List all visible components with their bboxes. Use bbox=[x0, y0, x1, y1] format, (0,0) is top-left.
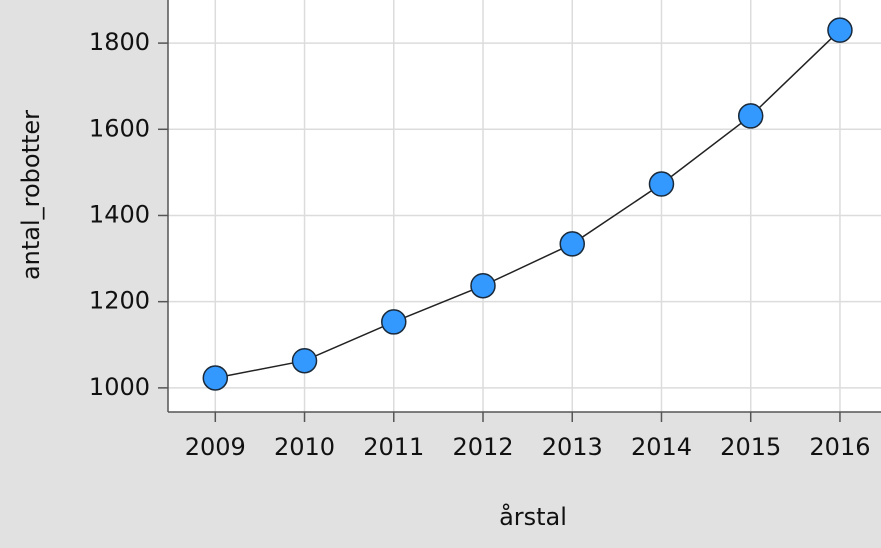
x-tick-label: 2016 bbox=[809, 433, 870, 461]
data-point bbox=[202, 365, 229, 391]
x-tick-label: 2014 bbox=[631, 433, 692, 461]
x-tick-label: 2009 bbox=[185, 433, 246, 461]
y-tick-label: 1400 bbox=[89, 200, 150, 228]
data-point bbox=[648, 171, 675, 197]
data-point bbox=[381, 309, 407, 335]
data-point bbox=[737, 103, 764, 129]
x-tick-label: 2013 bbox=[542, 433, 603, 461]
x-tick-label: 2010 bbox=[274, 433, 335, 461]
data-point bbox=[559, 231, 585, 257]
x-tick-label: 2015 bbox=[720, 433, 781, 461]
data-point bbox=[291, 347, 318, 374]
plot-area bbox=[168, 0, 881, 412]
y-axis-label: antal_robotter bbox=[17, 110, 45, 280]
series-line bbox=[215, 29, 841, 379]
y-tick-label: 1200 bbox=[89, 287, 150, 315]
y-tick-label: 1600 bbox=[89, 114, 150, 142]
x-axis-label: årstal bbox=[499, 502, 567, 531]
x-tick-label: 2011 bbox=[363, 433, 424, 461]
x-tick-label: 2012 bbox=[452, 433, 513, 461]
y-tick-label: 1800 bbox=[89, 28, 150, 56]
y-tick-label: 1000 bbox=[89, 373, 150, 401]
data-point bbox=[827, 17, 853, 43]
data-point bbox=[470, 272, 496, 299]
